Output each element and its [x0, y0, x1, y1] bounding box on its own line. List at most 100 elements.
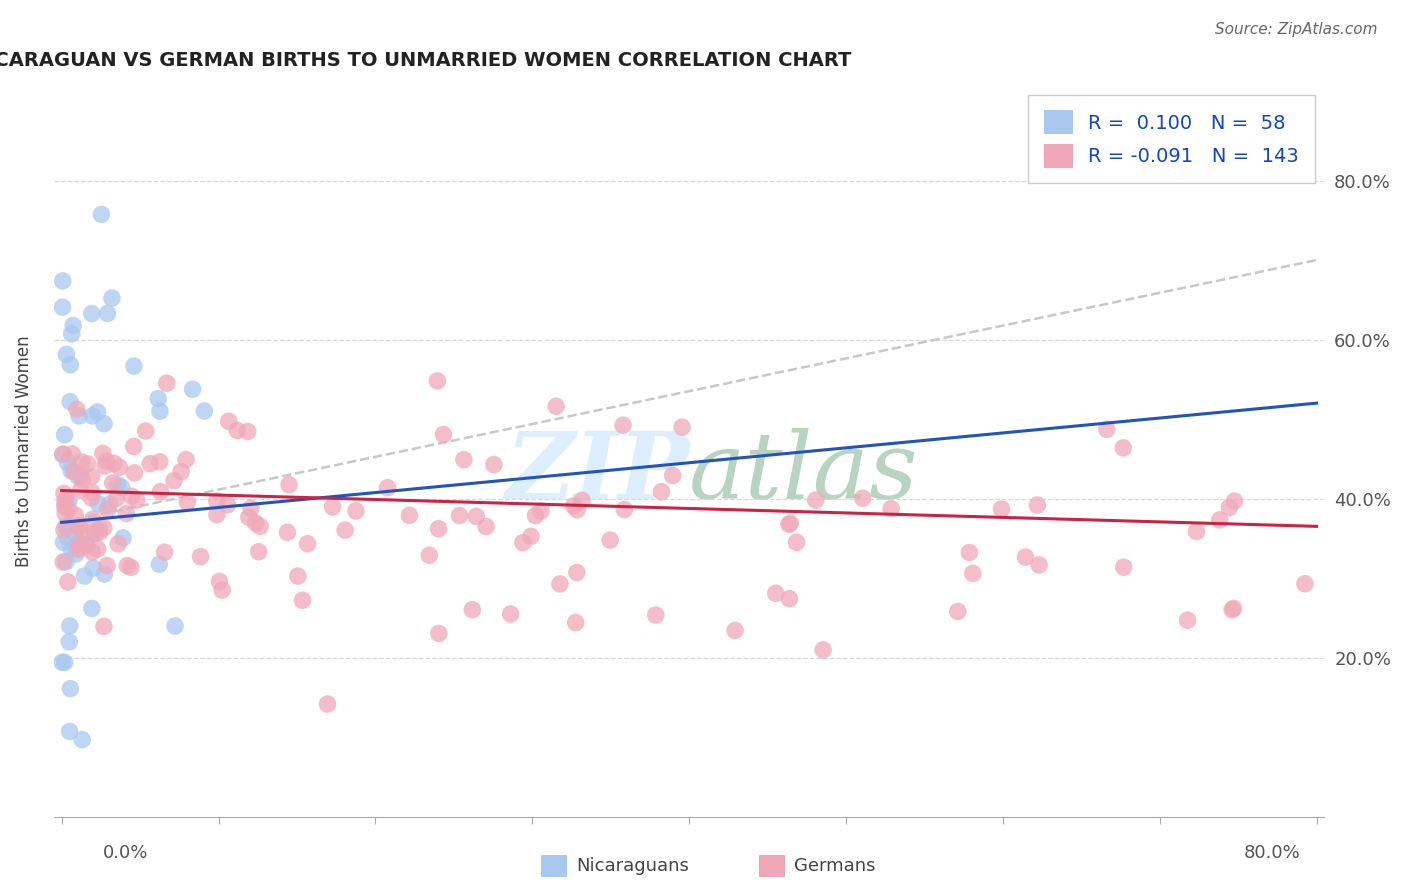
Point	[89, 522, 111, 536]
Point	[146, 392, 169, 406]
Point	[546, 400, 568, 414]
Point	[103, 456, 125, 470]
Point	[499, 607, 522, 621]
Point	[69, 483, 91, 498]
Point	[247, 545, 270, 559]
Point	[176, 495, 198, 509]
Point	[59, 358, 82, 372]
Point	[149, 455, 172, 469]
Point	[55, 519, 77, 533]
Point	[432, 427, 454, 442]
Point	[1095, 422, 1118, 436]
Point	[276, 525, 298, 540]
Text: atlas: atlas	[689, 428, 918, 517]
Point	[75, 537, 97, 551]
Point	[156, 376, 179, 391]
Point	[76, 457, 98, 471]
Point	[110, 481, 132, 495]
Point	[52, 555, 75, 569]
Point	[1028, 558, 1050, 572]
Point	[80, 601, 103, 615]
Point	[644, 607, 666, 622]
Point	[98, 497, 121, 511]
Point	[53, 656, 76, 670]
Point	[60, 542, 83, 557]
Point	[1026, 498, 1049, 512]
Point	[163, 474, 186, 488]
Point	[52, 535, 75, 549]
Point	[236, 425, 259, 439]
Point	[287, 569, 309, 583]
Point	[59, 619, 82, 633]
Point	[62, 465, 84, 479]
Point	[72, 525, 94, 540]
Point	[60, 447, 83, 461]
Point	[97, 502, 120, 516]
Point	[93, 619, 115, 633]
Point	[211, 583, 233, 598]
Point	[86, 405, 108, 419]
Point	[69, 536, 91, 550]
Point	[65, 547, 87, 561]
Point	[218, 414, 240, 428]
Point	[52, 486, 75, 500]
Point	[107, 477, 129, 491]
Point	[72, 473, 94, 487]
Point	[90, 207, 112, 221]
Point	[613, 502, 636, 516]
Point	[344, 504, 367, 518]
Point	[53, 427, 76, 442]
Point	[190, 549, 212, 564]
Legend: R =  0.100   N =  58, R = -0.091   N =  143: R = 0.100 N = 58, R = -0.091 N = 143	[1028, 95, 1315, 183]
Point	[58, 724, 80, 739]
Point	[291, 593, 314, 607]
Point	[852, 491, 875, 506]
Point	[1220, 603, 1243, 617]
Point	[165, 619, 187, 633]
Point	[80, 307, 103, 321]
Point	[1222, 601, 1244, 615]
Point	[1177, 613, 1199, 627]
Point	[93, 567, 115, 582]
Point	[316, 697, 339, 711]
Point	[990, 502, 1012, 516]
Point	[56, 518, 79, 533]
Point	[322, 500, 344, 514]
Point	[52, 447, 75, 461]
Point	[93, 521, 115, 535]
Point	[121, 489, 143, 503]
Point	[880, 501, 903, 516]
Point	[238, 510, 260, 524]
Point	[59, 681, 82, 696]
Point	[205, 508, 228, 522]
Point	[174, 452, 197, 467]
Point	[51, 655, 73, 669]
Point	[59, 394, 82, 409]
Point	[56, 574, 79, 589]
Point	[58, 635, 80, 649]
Point	[548, 577, 571, 591]
Point	[135, 424, 157, 438]
Point	[217, 498, 239, 512]
Point	[427, 626, 450, 640]
Point	[55, 492, 77, 507]
Point	[245, 516, 267, 530]
Point	[778, 517, 800, 532]
Point	[148, 558, 170, 572]
Point	[333, 523, 356, 537]
Point	[465, 509, 488, 524]
Point	[1185, 524, 1208, 539]
Point	[82, 485, 104, 500]
Point	[53, 499, 76, 513]
Point	[661, 468, 683, 483]
Point	[96, 306, 118, 320]
Point	[53, 507, 76, 521]
Y-axis label: Births to Unmarried Women: Births to Unmarried Women	[15, 335, 32, 566]
Text: Germans: Germans	[794, 857, 876, 875]
Point	[66, 402, 89, 417]
Point	[55, 555, 77, 569]
Point	[149, 484, 172, 499]
Point	[1014, 550, 1036, 565]
Point	[565, 566, 588, 580]
Point	[226, 424, 249, 438]
